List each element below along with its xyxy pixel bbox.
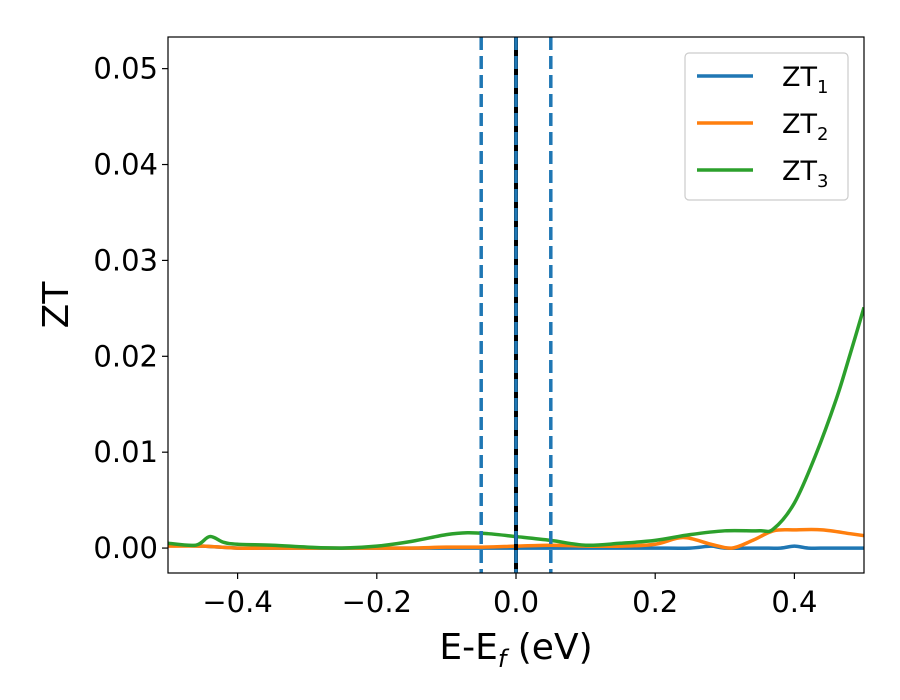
legend-box [684,52,849,201]
x-tick-label: 0.2 [632,585,678,619]
x-tick-label: −0.4 [202,585,272,619]
axes: −0.4 −0.2 0.0 0.2 0.4 0.00 0.01 0.02 0.03 0.04 0.0… [36,36,865,673]
x-axis-label: E-Ef (eV) [439,627,592,673]
y-tick-label: 0.04 [93,148,158,182]
y-tick-label: 0.03 [93,243,158,277]
y-axis-label: ZT [36,281,77,329]
legend-label-zt2: ZT2 [782,109,828,145]
x-tick-label: 0.0 [493,585,539,619]
y-tick-label: 0.01 [93,435,158,469]
y-tick-label: 0.05 [93,52,158,86]
legend-label-zt3: ZT3 [782,156,828,192]
y-tick-label: 0.02 [93,339,158,373]
y-tick-label: 0.00 [93,531,158,565]
legend-label-zt1: ZT1 [782,62,828,98]
plot-area [168,37,864,573]
x-tick-label: 0.4 [771,585,817,619]
x-tick-label: −0.2 [342,585,412,619]
legend: ZT1 ZT2 ZT3 [684,52,849,201]
